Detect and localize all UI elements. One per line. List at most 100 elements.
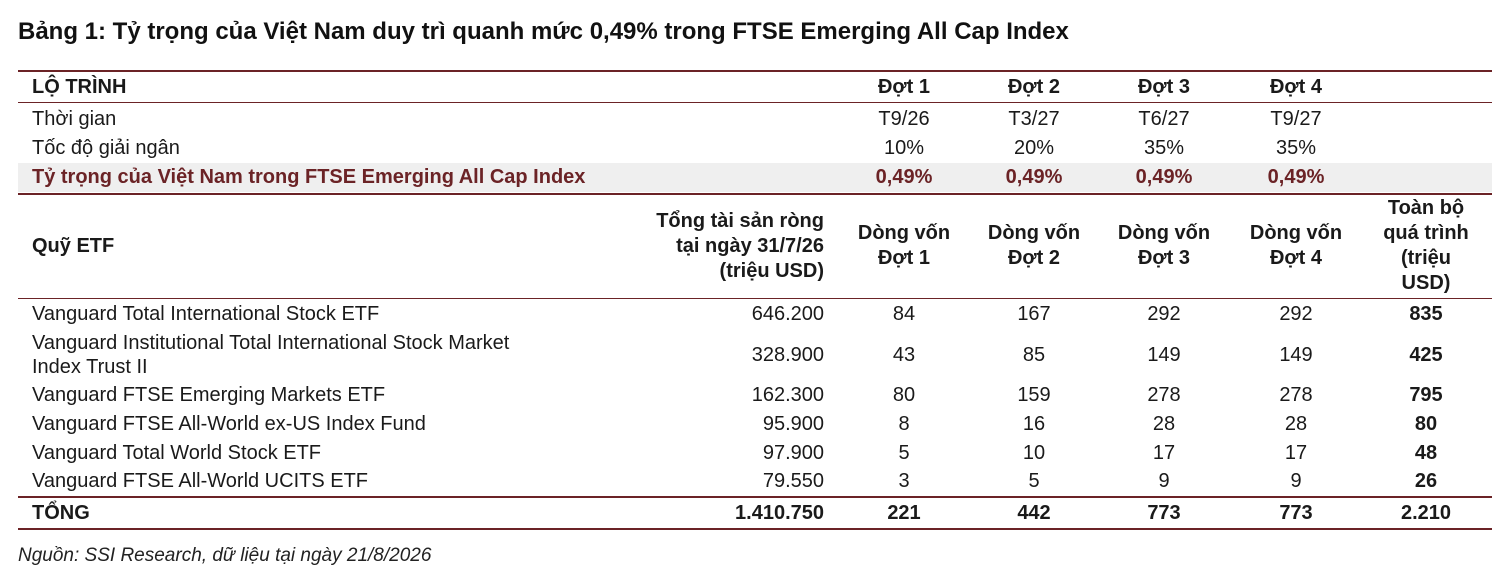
nav-value: 328.900 [751, 343, 824, 366]
phase-1-value: 3 [898, 469, 910, 492]
roadmap-header-label: LỘ TRÌNH [32, 75, 127, 98]
phase-1-value: 8 [898, 413, 910, 435]
header-line: Toàn bộ [1387, 197, 1465, 219]
phase-2-value: 159 [1017, 384, 1051, 406]
header-line: Dòng vốn [1249, 222, 1343, 244]
header-line: Đợt 1 [877, 247, 930, 269]
roadmap-row-label: Tỷ trọng của Việt Nam trong FTSE Emergin… [32, 166, 586, 188]
phase-2-value: 167 [1017, 302, 1051, 325]
header-total: Toàn bộ quá trình (triệu USD) [1366, 196, 1486, 296]
etf-header-rule [18, 298, 1492, 299]
roadmap-cell: T9/26 [878, 107, 930, 130]
roadmap-cell: 35% [1275, 136, 1317, 159]
table-row: Vanguard FTSE All-World UCITS ETF 79.550… [18, 467, 1492, 495]
phase-3-value: 28 [1152, 413, 1176, 435]
fund-name: Vanguard Total World Stock ETF [32, 441, 322, 464]
total-top-rule [18, 496, 1492, 498]
nav-value: 162.300 [751, 384, 824, 406]
phase-2-value: 16 [1022, 413, 1046, 435]
roadmap-cell: T9/27 [1270, 107, 1322, 130]
source-note: Nguồn: SSI Research, dữ liệu tại ngày 21… [18, 545, 432, 566]
header-phase-2: Dòng vốn Đợt 2 [974, 196, 1094, 296]
phase-3-value: 292 [1147, 302, 1181, 325]
grand-total: 2.210 [1400, 501, 1452, 524]
table-row: Vanguard FTSE Emerging Markets ETF 162.3… [18, 381, 1492, 410]
phase-3-value: 17 [1152, 441, 1176, 464]
roadmap-header-rule [18, 102, 1492, 103]
phase-4-value: 17 [1284, 441, 1308, 464]
roadmap-header-phase-2: Đợt 2 [1007, 75, 1060, 98]
total-value: 795 [1409, 384, 1443, 406]
roadmap-cell: 20% [1013, 136, 1055, 159]
phase-2-total: 442 [1017, 501, 1051, 524]
total-value: 80 [1414, 413, 1438, 435]
phase-4-value: 292 [1279, 302, 1313, 325]
roadmap-cell: T6/27 [1138, 107, 1190, 130]
fund-name: Vanguard FTSE All-World ex-US Index Fund [32, 413, 426, 435]
roadmap-cell: 0,49% [875, 166, 933, 188]
roadmap-header-phase-1: Đợt 1 [877, 75, 930, 98]
phase-2-value: 85 [1022, 343, 1046, 366]
roadmap-cell: 0,49% [1135, 166, 1193, 188]
header-line: quá trình [1383, 222, 1469, 244]
roadmap-row-label: Tốc độ giải ngân [32, 136, 180, 159]
table-row: Vanguard FTSE All-World ex-US Index Fund… [18, 410, 1492, 439]
header-fund: Quỹ ETF [32, 234, 115, 257]
nav-total: 1.410.750 [735, 501, 824, 524]
nav-value: 79.550 [762, 469, 824, 492]
header-nav: Tổng tài sản ròng tại ngày 31/7/26 (triệ… [578, 196, 824, 296]
total-value: 48 [1414, 441, 1438, 464]
section-rule [18, 193, 1492, 195]
total-value: 835 [1409, 302, 1443, 325]
top-rule [18, 70, 1492, 72]
roadmap-row: Thời gian T9/26 T3/27 T6/27 T9/27 [18, 105, 1492, 133]
phase-2-value: 5 [1028, 469, 1040, 492]
total-label: TỔNG [32, 501, 90, 524]
fund-name: Vanguard FTSE All-World UCITS ETF [32, 469, 369, 492]
header-line: USD) [1401, 272, 1451, 294]
header-phase-4: Dòng vốn Đợt 4 [1236, 196, 1356, 296]
header-line: Dòng vốn [987, 222, 1081, 244]
roadmap-header-phase-3: Đợt 3 [1137, 75, 1190, 98]
total-value: 26 [1414, 469, 1438, 492]
nav-value: 95.900 [762, 413, 824, 435]
fund-name: Vanguard Institutional Total Internation… [32, 332, 510, 378]
header-phase-3: Dòng vốn Đợt 3 [1104, 196, 1224, 296]
phase-4-value: 9 [1290, 469, 1302, 492]
phase-1-total: 221 [887, 501, 921, 524]
roadmap-cell: 0,49% [1267, 166, 1325, 188]
header-line: Đợt 4 [1269, 247, 1322, 269]
nav-value: 646.200 [751, 302, 824, 325]
bottom-rule [18, 528, 1492, 530]
phase-1-value: 84 [892, 302, 916, 325]
nav-value: 97.900 [762, 441, 824, 464]
total-row: TỔNG 1.410.750 221 442 773 773 2.210 [18, 499, 1492, 527]
phase-4-value: 278 [1279, 384, 1313, 406]
table-row: Vanguard Total World Stock ETF 97.900 5 … [18, 439, 1492, 467]
roadmap-cell: T3/27 [1008, 107, 1060, 130]
header-line: Đợt 2 [1007, 247, 1060, 269]
phase-3-value: 278 [1147, 384, 1181, 406]
phase-1-value: 43 [892, 343, 916, 366]
header-line: Dòng vốn [857, 222, 951, 244]
header-line: Dòng vốn [1117, 222, 1211, 244]
phase-4-value: 28 [1284, 413, 1308, 435]
fund-name: Vanguard FTSE Emerging Markets ETF [32, 384, 386, 406]
header-line: (triệu [1400, 247, 1451, 269]
total-value: 425 [1409, 343, 1443, 366]
phase-1-value: 80 [892, 384, 916, 406]
phase-4-total: 773 [1279, 501, 1313, 524]
etf-header-row: Quỹ ETF Tổng tài sản ròng tại ngày 31/7/… [18, 196, 1492, 296]
table-row: Vanguard Institutional Total Internation… [18, 329, 1492, 381]
table-row: Vanguard Total International Stock ETF 6… [18, 300, 1492, 328]
roadmap-cell: 35% [1143, 136, 1185, 159]
header-nav-line: tại ngày 31/7/26 [676, 234, 824, 257]
roadmap-weight-row: Tỷ trọng của Việt Nam trong FTSE Emergin… [18, 163, 1492, 192]
roadmap-header-phase-4: Đợt 4 [1269, 75, 1322, 98]
table-title: Bảng 1: Tỷ trọng của Việt Nam duy trì qu… [18, 18, 1069, 45]
phase-3-total: 773 [1147, 501, 1181, 524]
header-phase-1: Dòng vốn Đợt 1 [844, 196, 964, 296]
roadmap-cell: 10% [883, 136, 925, 159]
phase-4-value: 149 [1279, 343, 1313, 366]
roadmap-row-label: Thời gian [32, 107, 117, 130]
